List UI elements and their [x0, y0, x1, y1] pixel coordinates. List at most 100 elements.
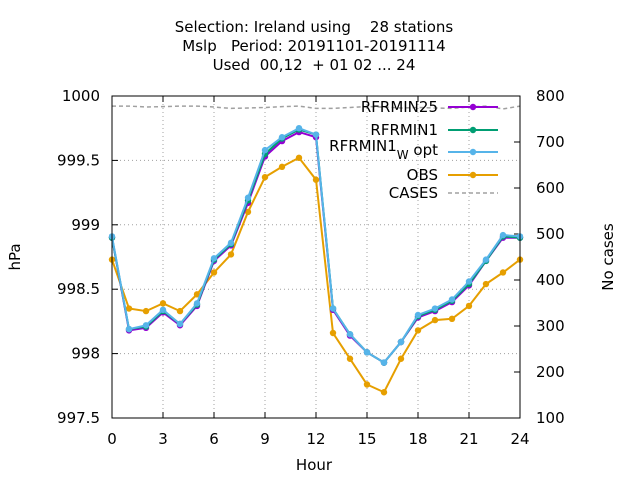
series-2-point	[346, 331, 354, 338]
y2-tick-label: 700	[536, 133, 565, 151]
series-3-point	[397, 355, 405, 362]
x-tick-label: 12	[306, 430, 325, 448]
legend-label: RFRMIN1	[370, 121, 438, 139]
legend-label: RFRMIN1W opt	[329, 137, 438, 162]
series-3	[108, 154, 524, 396]
series-3-point	[159, 300, 167, 307]
legend-marker	[469, 126, 477, 134]
y2-tick-label: 100	[536, 409, 565, 427]
series-2-point	[159, 306, 167, 314]
y-tick-label: 1000	[62, 87, 100, 105]
legend-entry-4: CASES	[389, 184, 498, 202]
x-tick-labels: 0 3 6 9 12 15 18 21 24	[107, 430, 529, 448]
y-tick-labels: 997.5 998 998.5 999 999.5 1000	[57, 87, 100, 427]
x-tick-label: 15	[357, 430, 376, 448]
series-group	[108, 105, 524, 396]
y2-tick-labels: 100 200 300 400 500 600 700 800	[536, 87, 565, 427]
series-3-point	[278, 163, 286, 171]
y-tick-label: 999	[71, 216, 100, 234]
series-4-line	[112, 105, 521, 110]
series-2-point	[499, 231, 507, 239]
series-3-point	[346, 355, 354, 362]
series-2-point	[482, 256, 490, 263]
series-3-point	[380, 389, 388, 396]
y-tick-label: 998.5	[57, 280, 100, 298]
series-3-point	[431, 316, 439, 324]
y-axis-label: hPa	[6, 243, 24, 270]
y2-tick-label: 600	[536, 179, 565, 197]
x-tick-label: 18	[408, 430, 427, 448]
grid	[112, 96, 520, 418]
y2-tick-label: 400	[536, 271, 565, 289]
legend-marker	[469, 148, 477, 156]
title-line-2: Mslp Period: 20191101-20191114	[182, 37, 445, 55]
series-1	[108, 126, 524, 366]
legend-marker	[469, 103, 477, 111]
axis-ticks	[111, 95, 521, 419]
series-3-point	[312, 176, 320, 183]
series-2-point	[431, 305, 439, 312]
series-2-point	[210, 255, 218, 262]
series-2	[108, 125, 524, 366]
y2-tick-label: 300	[536, 317, 565, 335]
series-3-point	[227, 251, 235, 258]
series-3-point	[295, 154, 303, 162]
x-tick-label: 6	[209, 430, 219, 448]
series-3-point	[125, 305, 133, 312]
y-tick-label: 998	[71, 345, 100, 363]
x-tick-label: 21	[459, 430, 478, 448]
y2-tick-label: 200	[536, 363, 565, 381]
y-tick-label: 999.5	[57, 151, 100, 169]
x-tick-label: 0	[107, 430, 117, 448]
series-3-point	[329, 329, 337, 337]
plot-frame	[111, 95, 521, 419]
series-2-point	[380, 359, 388, 366]
series-3-point	[414, 327, 422, 334]
y2-axis-label: No cases	[599, 223, 617, 291]
series-3-point	[193, 291, 201, 298]
legend-entry-1: RFRMIN1	[370, 121, 498, 139]
series-2-point	[176, 320, 184, 328]
series-3-point	[244, 208, 252, 216]
legend-entry-0: RFRMIN25	[361, 98, 498, 116]
legend-entry-3: OBS	[407, 166, 498, 184]
series-2-point	[312, 131, 320, 138]
legend-label: CASES	[389, 184, 438, 202]
legend-marker	[469, 171, 477, 179]
legend-label: RFRMIN25	[361, 98, 438, 116]
title-line-3: Used 00,12 + 01 02 ... 24	[213, 56, 416, 74]
series-2-point	[363, 349, 371, 356]
series-2-point	[227, 239, 235, 247]
y-tick-label: 997.5	[57, 409, 100, 427]
series-2-point	[193, 300, 201, 307]
series-2-point	[125, 325, 133, 333]
series-4	[112, 105, 521, 110]
series-3-point	[142, 307, 150, 315]
y2-tick-label: 500	[536, 225, 565, 243]
series-2-point	[278, 134, 286, 141]
x-axis-label: Hour	[296, 456, 333, 474]
series-2-point	[397, 338, 405, 346]
legend-label: OBS	[407, 166, 438, 184]
x-tick-label: 3	[158, 430, 168, 448]
series-3-point	[482, 280, 490, 288]
series-2-point	[465, 278, 473, 285]
series-2-point	[414, 311, 422, 319]
series-2-line	[111, 127, 521, 364]
series-2-point	[142, 322, 150, 329]
chart-title: Selection: Ireland using 28 stations Msl…	[175, 18, 454, 74]
series-3-point	[261, 173, 269, 181]
series-3-point	[210, 269, 218, 276]
series-3-point	[448, 315, 456, 323]
series-2-point	[448, 296, 456, 303]
series-3-point	[176, 307, 184, 315]
title-line-1: Selection: Ireland using 28 stations	[175, 18, 454, 36]
x-tick-label: 24	[510, 430, 529, 448]
y2-tick-label: 800	[536, 87, 565, 105]
x-tick-label: 9	[260, 430, 270, 448]
series-2-point	[329, 305, 337, 312]
series-2-point	[295, 125, 303, 132]
series-2-point	[244, 194, 252, 201]
